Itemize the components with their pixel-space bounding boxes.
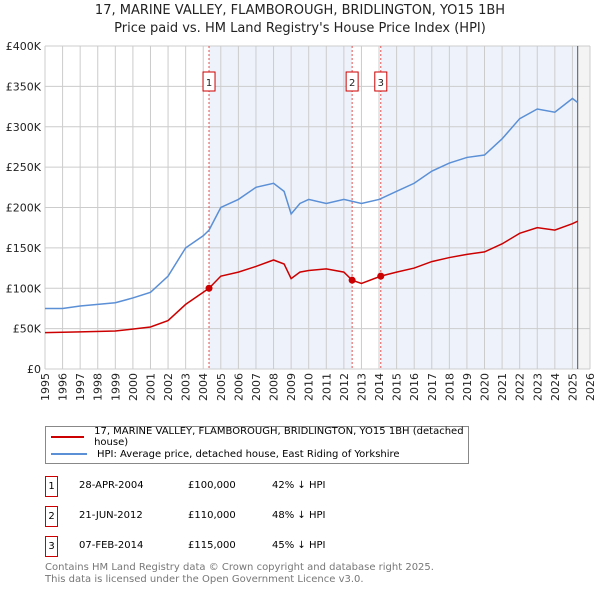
legend-swatch-red [51,436,85,438]
legend-item-property: 17, MARINE VALLEY, FLAMBOROUGH, BRIDLING… [46,426,468,448]
x-tick-label: 1995 [39,373,52,401]
sale-date: 21-JUN-2012 [79,510,143,521]
x-tick-label: 1998 [92,373,105,401]
sale-price: £100,000 [188,480,236,491]
chart-title: 17, MARINE VALLEY, FLAMBOROUGH, BRIDLING… [94,3,506,18]
legend-label: HPI: Average price, detached house, East… [97,448,400,460]
x-tick-label: 2007 [250,373,263,401]
x-tick-label: 2015 [391,373,404,401]
y-tick-label: £350K [6,80,42,93]
series-line [44,220,579,334]
y-tick-label: £250K [6,161,42,174]
y-tick-label: £300K [6,121,42,134]
sale-marker-box: 1 [45,476,58,497]
y-tick-label: £400K [6,40,42,53]
x-tick-label: 1997 [74,373,87,401]
sale-point [348,276,356,284]
x-tick-label: 2003 [180,373,193,401]
x-tick-label: 2014 [373,373,386,401]
x-tick-label: 2017 [426,373,439,401]
x-tick-label: 1999 [109,373,122,401]
x-tick-label: 1996 [57,373,70,401]
plot-area: 1995 1996 1997 1998 1999 2000 2001 2002 2003 2004… [6,40,597,401]
sale-marker-label: 1 [206,78,212,89]
footer: Contains HM Land Registry data © Crown c… [45,562,434,586]
legend-label: 17, MARINE VALLEY, FLAMBOROUGH, BRIDLING… [94,426,464,448]
x-tick-label: 2026 [584,373,597,401]
x-tick-label: 2009 [285,373,298,401]
y-tick-label: £200K [6,202,42,215]
x-tick-label: 2006 [232,373,245,401]
x-tick-label: 2011 [320,373,333,401]
sale-point [205,284,213,292]
sale-marker-label: 3 [378,78,384,89]
y-tick-label: £100K [6,282,42,295]
sale-hpi-diff: 48% ↓ HPI [272,510,326,521]
x-tick-label: 2000 [127,373,140,401]
sale-marker [374,71,388,92]
x-tick-label: 2023 [531,373,544,401]
series-line [45,97,579,310]
x-tick-label: 2001 [144,373,157,401]
legend-item-hpi: HPI: Average price, detached house, East… [46,446,400,462]
x-tick-label: 2005 [215,373,228,401]
sale-marker-box: 2 [45,506,58,527]
sale-hpi-diff: 45% ↓ HPI [272,540,326,551]
sale-marker [345,71,359,92]
chart-subtitle: Price paid vs. HM Land Registry's House … [114,21,486,36]
x-tick-label: 2022 [514,373,527,401]
x-tick-label: 2021 [496,373,509,401]
y-tick-label: £150K [6,242,42,255]
x-tick-label: 2012 [338,373,351,401]
x-tick-label: 2024 [549,373,562,401]
legend: 17, MARINE VALLEY, FLAMBOROUGH, BRIDLING… [45,426,469,464]
y-tick-label: £0 [27,363,41,376]
x-tick-label: 2018 [443,373,456,401]
footer-line: This data is licensed under the Open Gov… [45,574,364,585]
x-tick-label: 2013 [355,373,368,401]
sale-price: £110,000 [188,510,236,521]
sale-date: 28-APR-2004 [79,480,144,491]
x-tick-label: 2002 [162,373,175,401]
sale-date: 07-FEB-2014 [79,540,144,551]
sale-point [377,272,385,280]
sale-price: £115,000 [188,540,236,551]
x-tick-label: 2010 [303,373,316,401]
x-tick-label: 2019 [461,373,474,401]
x-tick-label: 2016 [408,373,421,401]
sale-marker-box: 3 [45,536,58,557]
sale-hpi-diff: 42% ↓ HPI [272,480,326,491]
x-tick-label: 2025 [566,373,579,401]
sale-marker-label: 2 [349,78,355,89]
footer-line: Contains HM Land Registry data © Crown c… [45,562,434,573]
x-tick-label: 2004 [197,373,210,401]
x-tick-label: 2020 [479,373,492,401]
sale-marker [202,71,216,92]
x-tick-label: 2008 [268,373,281,401]
y-tick-label: £50K [13,323,42,336]
legend-swatch-blue [51,453,87,455]
